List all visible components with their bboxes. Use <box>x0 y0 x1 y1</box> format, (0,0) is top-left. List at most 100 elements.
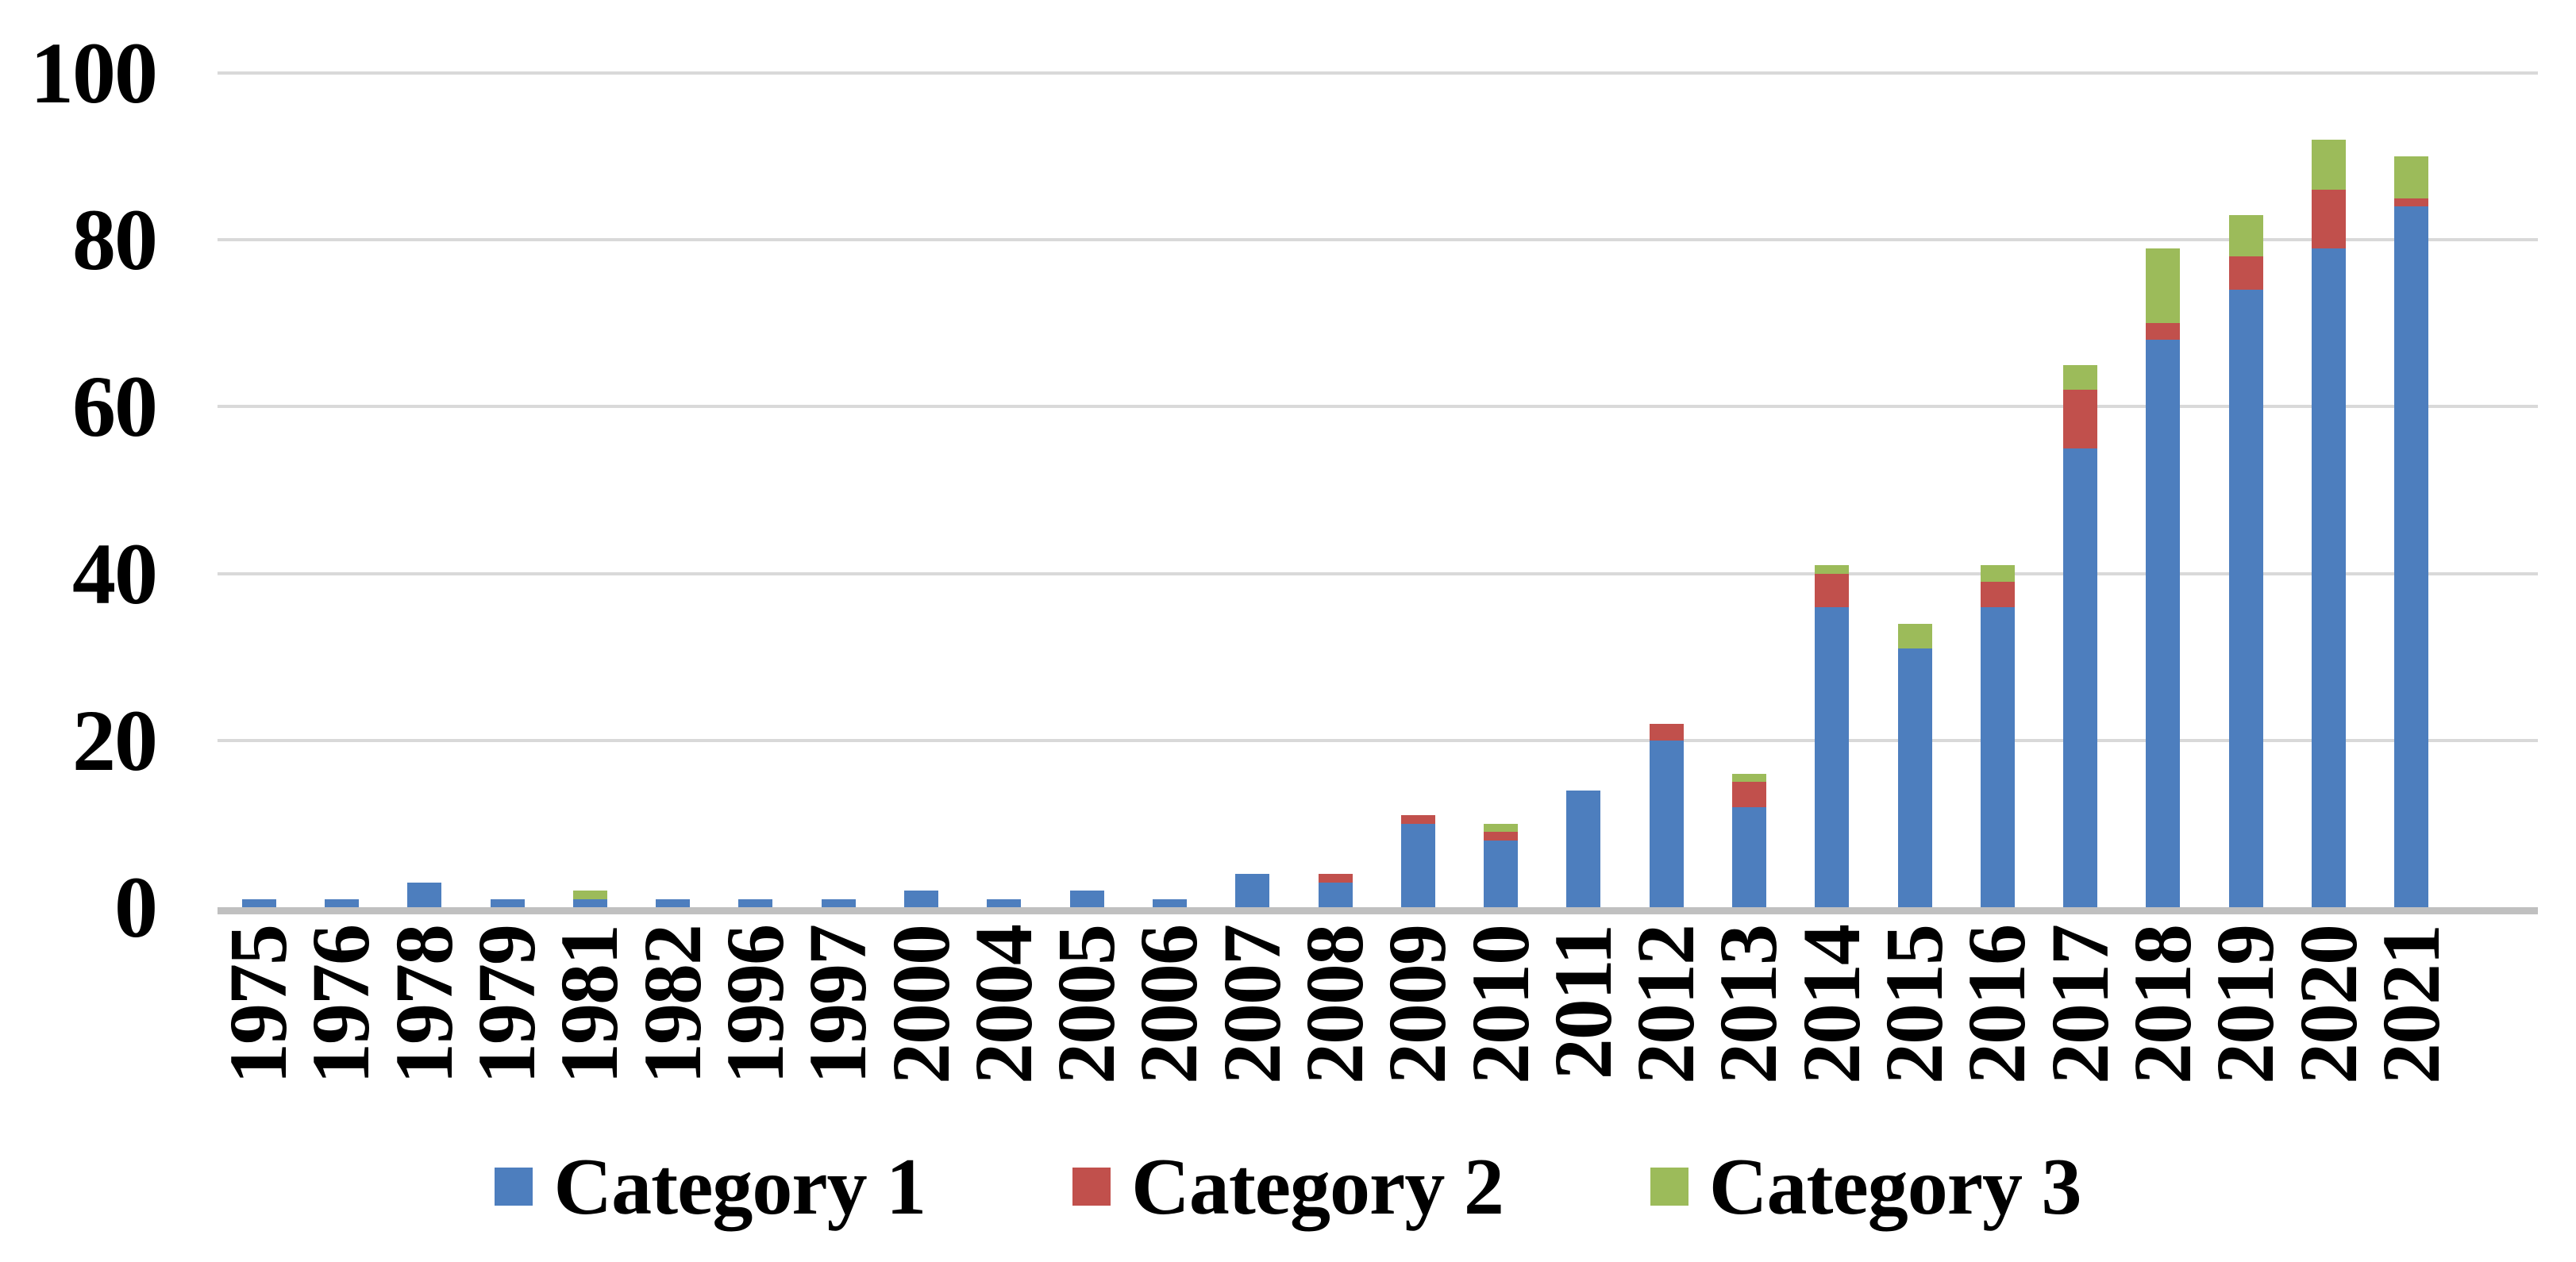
bar-segment-2011-category-1 <box>1566 790 1601 907</box>
bar-segment-2009-category-2 <box>1400 815 1435 824</box>
bar-segment-2006-category-1 <box>1152 898 1187 907</box>
gridline-y-80 <box>218 238 2538 242</box>
x-tick-label-1978: 1978 <box>378 925 470 1084</box>
bar-group-2017 <box>2039 73 2122 907</box>
legend-swatch-icon <box>495 1168 533 1206</box>
bar-segment-2021-category-2 <box>2394 198 2429 207</box>
x-tick-label-2009: 2009 <box>1372 925 1464 1084</box>
bar-segment-2016-category-2 <box>1980 582 2015 607</box>
x-tick-label-2012: 2012 <box>1620 925 1712 1084</box>
bar-segment-2016-category-3 <box>1980 565 2015 583</box>
chart-legend: Category 1 Category 2 Category 3 <box>0 1127 2576 1246</box>
bar-group-2007 <box>1211 73 1294 907</box>
x-tick-label-2007: 2007 <box>1206 925 1298 1084</box>
bar-segment-1976-category-1 <box>324 898 359 907</box>
bar-segment-1981-category-3 <box>572 891 607 899</box>
bar-segment-1982-category-1 <box>656 898 691 907</box>
legend-item-category-1: Category 1 <box>495 1141 926 1233</box>
bar-segment-2013-category-1 <box>1731 806 1766 907</box>
bar-group-2015 <box>1873 73 1956 907</box>
bar-segment-2018-category-1 <box>2146 340 2181 907</box>
stacked-bar-1982 <box>656 898 691 907</box>
x-tick-label-2019: 2019 <box>2200 925 2292 1084</box>
legend-label: Category 3 <box>1708 1141 2082 1232</box>
bar-segment-2010-category-1 <box>1484 840 1519 907</box>
stacked-bar-2019 <box>2228 214 2263 907</box>
bar-segment-2020-category-2 <box>2312 190 2347 248</box>
stacked-bar-2008 <box>1318 874 1353 907</box>
bar-group-2011 <box>1542 73 1625 907</box>
stacked-bar-2013 <box>1731 773 1766 907</box>
bar-group-1978 <box>383 73 466 907</box>
bar-group-2013 <box>1708 73 1790 907</box>
bar-group-2019 <box>2204 73 2287 907</box>
bar-group-1975 <box>218 73 300 907</box>
stacked-bar-2012 <box>1649 723 1684 907</box>
bar-segment-2019-category-2 <box>2228 256 2263 290</box>
bar-segment-2017-category-3 <box>2063 364 2098 391</box>
bar-segment-1978-category-1 <box>407 882 442 907</box>
bar-segment-1981-category-1 <box>572 898 607 907</box>
stacked-bar-2016 <box>1980 565 2015 907</box>
stacked-bar-2006 <box>1152 898 1187 907</box>
x-axis-line <box>218 907 2538 914</box>
stacked-bar-2004 <box>987 898 1022 907</box>
bar-segment-2013-category-3 <box>1731 773 1766 783</box>
bar-group-1979 <box>466 73 549 907</box>
bar-group-2006 <box>1128 73 1211 907</box>
bar-group-2009 <box>1377 73 1459 907</box>
bar-segment-2016-category-1 <box>1980 606 2015 907</box>
stacked-bar-2014 <box>1815 565 1850 907</box>
stacked-bar-1997 <box>821 898 856 907</box>
bar-group-2014 <box>1791 73 1873 907</box>
bar-segment-2018-category-3 <box>2146 248 2181 324</box>
y-tick-label-100: 100 <box>30 25 158 121</box>
x-tick-label-2015: 2015 <box>1869 925 1961 1084</box>
stacked-bar-2018 <box>2146 248 2181 907</box>
bar-segment-2014-category-3 <box>1815 565 1850 574</box>
y-tick-label-80: 80 <box>72 191 158 289</box>
bar-segment-2010-category-3 <box>1484 823 1519 833</box>
bar-segment-2013-category-2 <box>1731 782 1766 807</box>
bars-layer <box>218 73 2538 907</box>
bar-segment-2010-category-2 <box>1484 832 1519 841</box>
stacked-bar-2011 <box>1566 790 1601 907</box>
bar-segment-2012-category-1 <box>1649 740 1684 907</box>
bar-segment-1979-category-1 <box>490 898 525 907</box>
legend-swatch-icon <box>1650 1168 1688 1206</box>
bar-group-1981 <box>549 73 631 907</box>
stacked-bar-2005 <box>1069 891 1104 907</box>
bar-segment-2017-category-1 <box>2063 448 2098 907</box>
legend-item-category-2: Category 2 <box>1072 1141 1504 1233</box>
bar-segment-2017-category-2 <box>2063 390 2098 448</box>
bar-group-1997 <box>797 73 880 907</box>
bar-group-2010 <box>1459 73 1542 907</box>
stacked-bar-2015 <box>1897 623 1932 907</box>
x-tick-label-1997: 1997 <box>792 925 884 1084</box>
x-tick-label-2013: 2013 <box>1703 925 1795 1084</box>
stacked-bar-2010 <box>1484 823 1519 907</box>
x-tick-label-2005: 2005 <box>1041 925 1133 1084</box>
y-tick-label-0: 0 <box>114 859 158 956</box>
bar-group-2020 <box>2287 73 2370 907</box>
bar-group-2004 <box>963 73 1045 907</box>
x-tick-label-2016: 2016 <box>1951 925 2043 1084</box>
x-tick-label-2004: 2004 <box>957 925 1049 1084</box>
bar-segment-2009-category-1 <box>1400 823 1435 907</box>
bar-segment-2012-category-2 <box>1649 723 1684 741</box>
x-tick-label-1975: 1975 <box>213 925 305 1084</box>
plot-area <box>218 71 2538 907</box>
bar-group-2018 <box>2122 73 2204 907</box>
stacked-bar-2009 <box>1400 815 1435 907</box>
bar-group-2000 <box>880 73 962 907</box>
x-tick-label-2011: 2011 <box>1537 925 1629 1080</box>
x-tick-label-2014: 2014 <box>1785 925 1877 1084</box>
legend-swatch-icon <box>1072 1168 1111 1206</box>
gridline-y-40 <box>218 571 2538 575</box>
stacked-bar-2020 <box>2312 140 2347 907</box>
legend-label: Category 2 <box>1131 1141 1504 1232</box>
x-tick-label-1979: 1979 <box>461 925 553 1084</box>
bar-segment-2018-category-2 <box>2146 323 2181 341</box>
x-tick-label-1976: 1976 <box>295 925 387 1084</box>
